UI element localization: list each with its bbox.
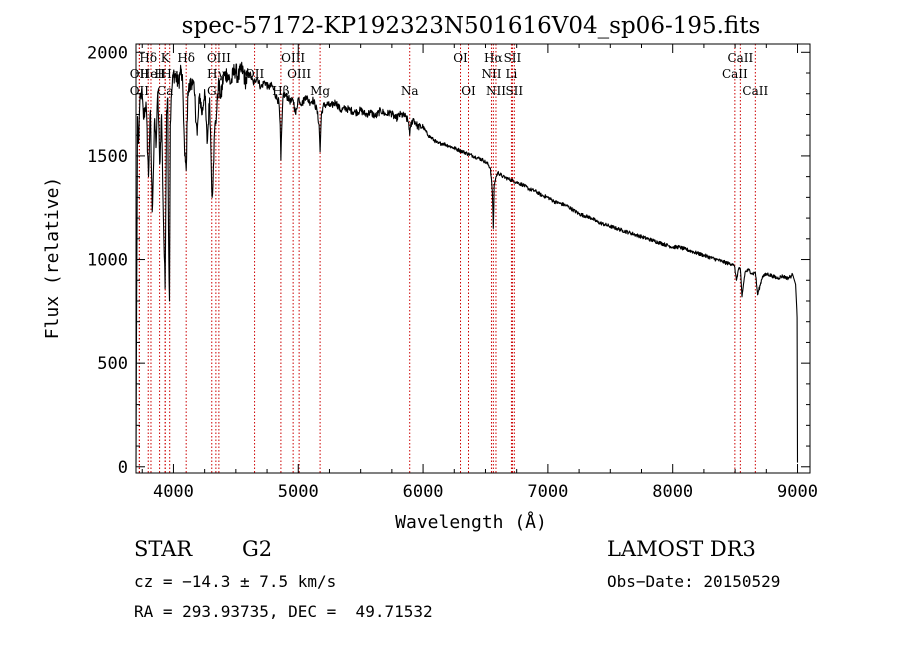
marker-emission-label-0: Hδ [139, 51, 157, 65]
marker-lower-label-5: Na [401, 84, 419, 98]
y-axis-label: Flux (relative) [42, 177, 63, 340]
spectrum-chart: spec-57172-KP192323N501616V04_sp06-195.f… [42, 13, 818, 533]
x-axis-ticks: 4000 5000 6000 7000 8000 9000 [141, 44, 818, 502]
x-tick-label-3: 7000 [527, 482, 568, 502]
marker-lower-label-9: CaII [742, 84, 768, 98]
marker-emission-label-8: CaII [727, 51, 753, 65]
observation-date: Obs−Date: 20150529 [607, 572, 781, 591]
x-tick-label-5: 9000 [777, 482, 818, 502]
x-tick-label-1: 5000 [278, 482, 319, 502]
survey-name: LAMOST DR3 [607, 537, 756, 561]
marker-absorption-label-4: Hγ [207, 67, 225, 81]
marker-absorption-label-2: H [154, 67, 164, 81]
spectrum-line [135, 61, 799, 467]
redshift-value: cz = −14.3 ± 7.5 km/s [134, 572, 337, 591]
marker-lower-label-4: Mg [310, 84, 330, 98]
y-tick-label-2: 1000 [87, 251, 128, 271]
marker-emission-label-4: OIII [281, 51, 305, 65]
y-tick-label-0: 0 [118, 458, 128, 478]
y-axis-ticks: 0 500 1000 1500 2000 [87, 43, 810, 478]
marker-absorption-label-1: HeI [140, 67, 163, 81]
marker-absorption-label-8: Li [506, 67, 518, 81]
marker-emission-label-7: SII [504, 51, 522, 65]
x-tick-label-4: 8000 [652, 482, 693, 502]
marker-lower-label-7: NII [486, 84, 506, 98]
coordinates: RA = 293.93735, DEC = 49.71532 [134, 602, 433, 621]
object-subclass: G2 [242, 537, 273, 561]
marker-emission-label-3: OIII [207, 51, 231, 65]
y-tick-label-4: 2000 [87, 43, 128, 63]
x-tick-label-2: 6000 [403, 482, 444, 502]
y-tick-label-1: 500 [97, 354, 128, 374]
marker-absorption-label-6: OIII [287, 67, 311, 81]
marker-lower-label-6: OI [461, 84, 476, 98]
marker-lower-label-2: G [207, 84, 217, 98]
marker-lower-label-1: Ca [157, 84, 173, 98]
marker-lower-label-8: SII [505, 84, 523, 98]
marker-absorption-label-0: OII [130, 67, 150, 81]
line-markers [138, 44, 756, 473]
marker-emission-label-5: OI [453, 51, 468, 65]
marker-emission-label-6: Hα [484, 51, 503, 65]
chart-title: spec-57172-KP192323N501616V04_sp06-195.f… [182, 13, 761, 39]
marker-absorption-label-7: NII [481, 67, 501, 81]
x-axis-label: Wavelength (Å) [395, 511, 547, 533]
x-tick-label-0: 4000 [153, 482, 194, 502]
marker-absorption-label-5: OII [245, 67, 265, 81]
marker-lower-label-0: OII [130, 84, 150, 98]
marker-absorption-label-9: CaII [722, 67, 748, 81]
plot-frame [135, 43, 811, 474]
object-class: STAR [134, 537, 193, 561]
marker-emission-label-1: K [161, 51, 171, 65]
y-tick-label-3: 1500 [87, 147, 128, 167]
marker-emission-label-2: Hδ [177, 51, 195, 65]
